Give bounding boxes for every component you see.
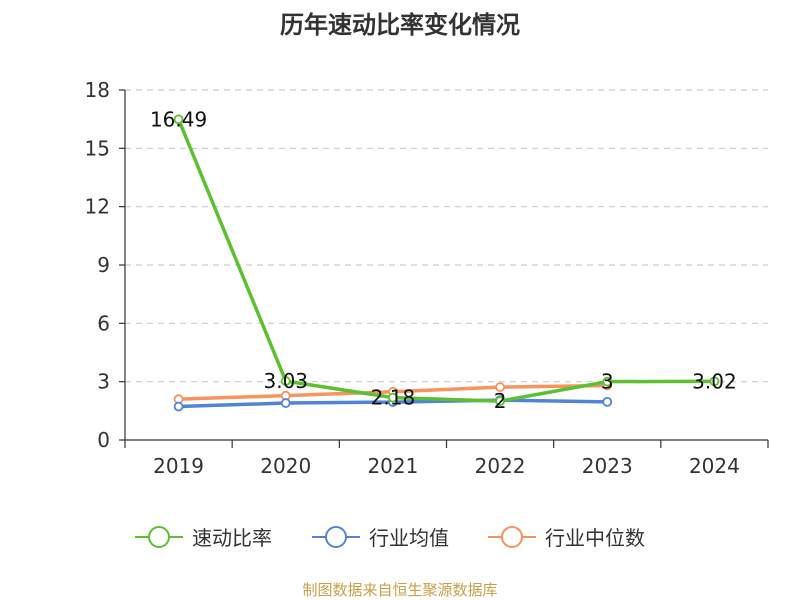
data-label: 3 (601, 370, 614, 394)
data-label: 2.18 (371, 386, 416, 410)
data-point[interactable] (495, 382, 505, 393)
grid (125, 89, 768, 383)
y-tick-label: 15 (85, 136, 110, 160)
y-tick-label: 0 (97, 428, 110, 452)
legend[interactable]: 速动比率 行业均值 行业中位数 (135, 526, 645, 550)
data-point[interactable] (173, 401, 184, 412)
x-tick-label-2019: 2019 (153, 454, 204, 478)
x-tick-label-2022: 2022 (475, 454, 526, 478)
data-point[interactable] (602, 396, 613, 407)
x-tick-label-2023: 2023 (582, 454, 633, 478)
data-label: 3.03 (263, 369, 308, 393)
data-labels: 16.49 3.03 2.18 2 3 3.02 (150, 107, 737, 413)
legend-marker (501, 526, 523, 548)
data-point[interactable] (602, 376, 613, 387)
x-tick-label-2020: 2020 (260, 454, 311, 478)
legend-marker (325, 526, 347, 548)
series-line (176, 118, 715, 403)
data-point[interactable] (280, 376, 291, 386)
y-tick-label: 12 (85, 195, 110, 219)
data-point[interactable] (495, 396, 505, 407)
data-label: 16.49 (150, 107, 207, 131)
source-note: 制图数据来自恒生聚源数据库 (302, 581, 497, 599)
data-point[interactable] (173, 114, 184, 125)
axes: 0 3 6 9 12 15 18 2019 2020 2021 2022 2023 2024 (85, 78, 769, 478)
y-tick-label: 3 (97, 370, 110, 394)
legend-item-速动比率[interactable]: 速动比率 (135, 526, 272, 550)
legend-item-行业均值[interactable]: 行业均值 (312, 526, 449, 550)
x-tick-label-2024: 2024 (689, 454, 740, 478)
legend-label: 行业均值 (369, 526, 449, 550)
y-tick-label: 6 (97, 311, 110, 335)
data-point[interactable] (280, 398, 291, 408)
legend-label: 行业中位数 (545, 526, 645, 550)
chart-title: 历年速动比率变化情况 (280, 11, 520, 39)
series-速动比率 (173, 114, 720, 407)
x-tick-label-2021: 2021 (367, 454, 418, 478)
y-tick-label: 9 (97, 253, 110, 277)
legend-marker (148, 526, 170, 548)
data-label: 3.02 (692, 369, 737, 393)
series-layer (173, 114, 720, 412)
data-point[interactable] (709, 376, 720, 387)
data-label: 2 (494, 389, 507, 413)
data-point[interactable] (388, 392, 398, 403)
legend-label: 速动比率 (192, 526, 272, 550)
y-tick-label: 18 (85, 78, 110, 102)
legend-item-行业中位数[interactable]: 行业中位数 (488, 526, 645, 550)
